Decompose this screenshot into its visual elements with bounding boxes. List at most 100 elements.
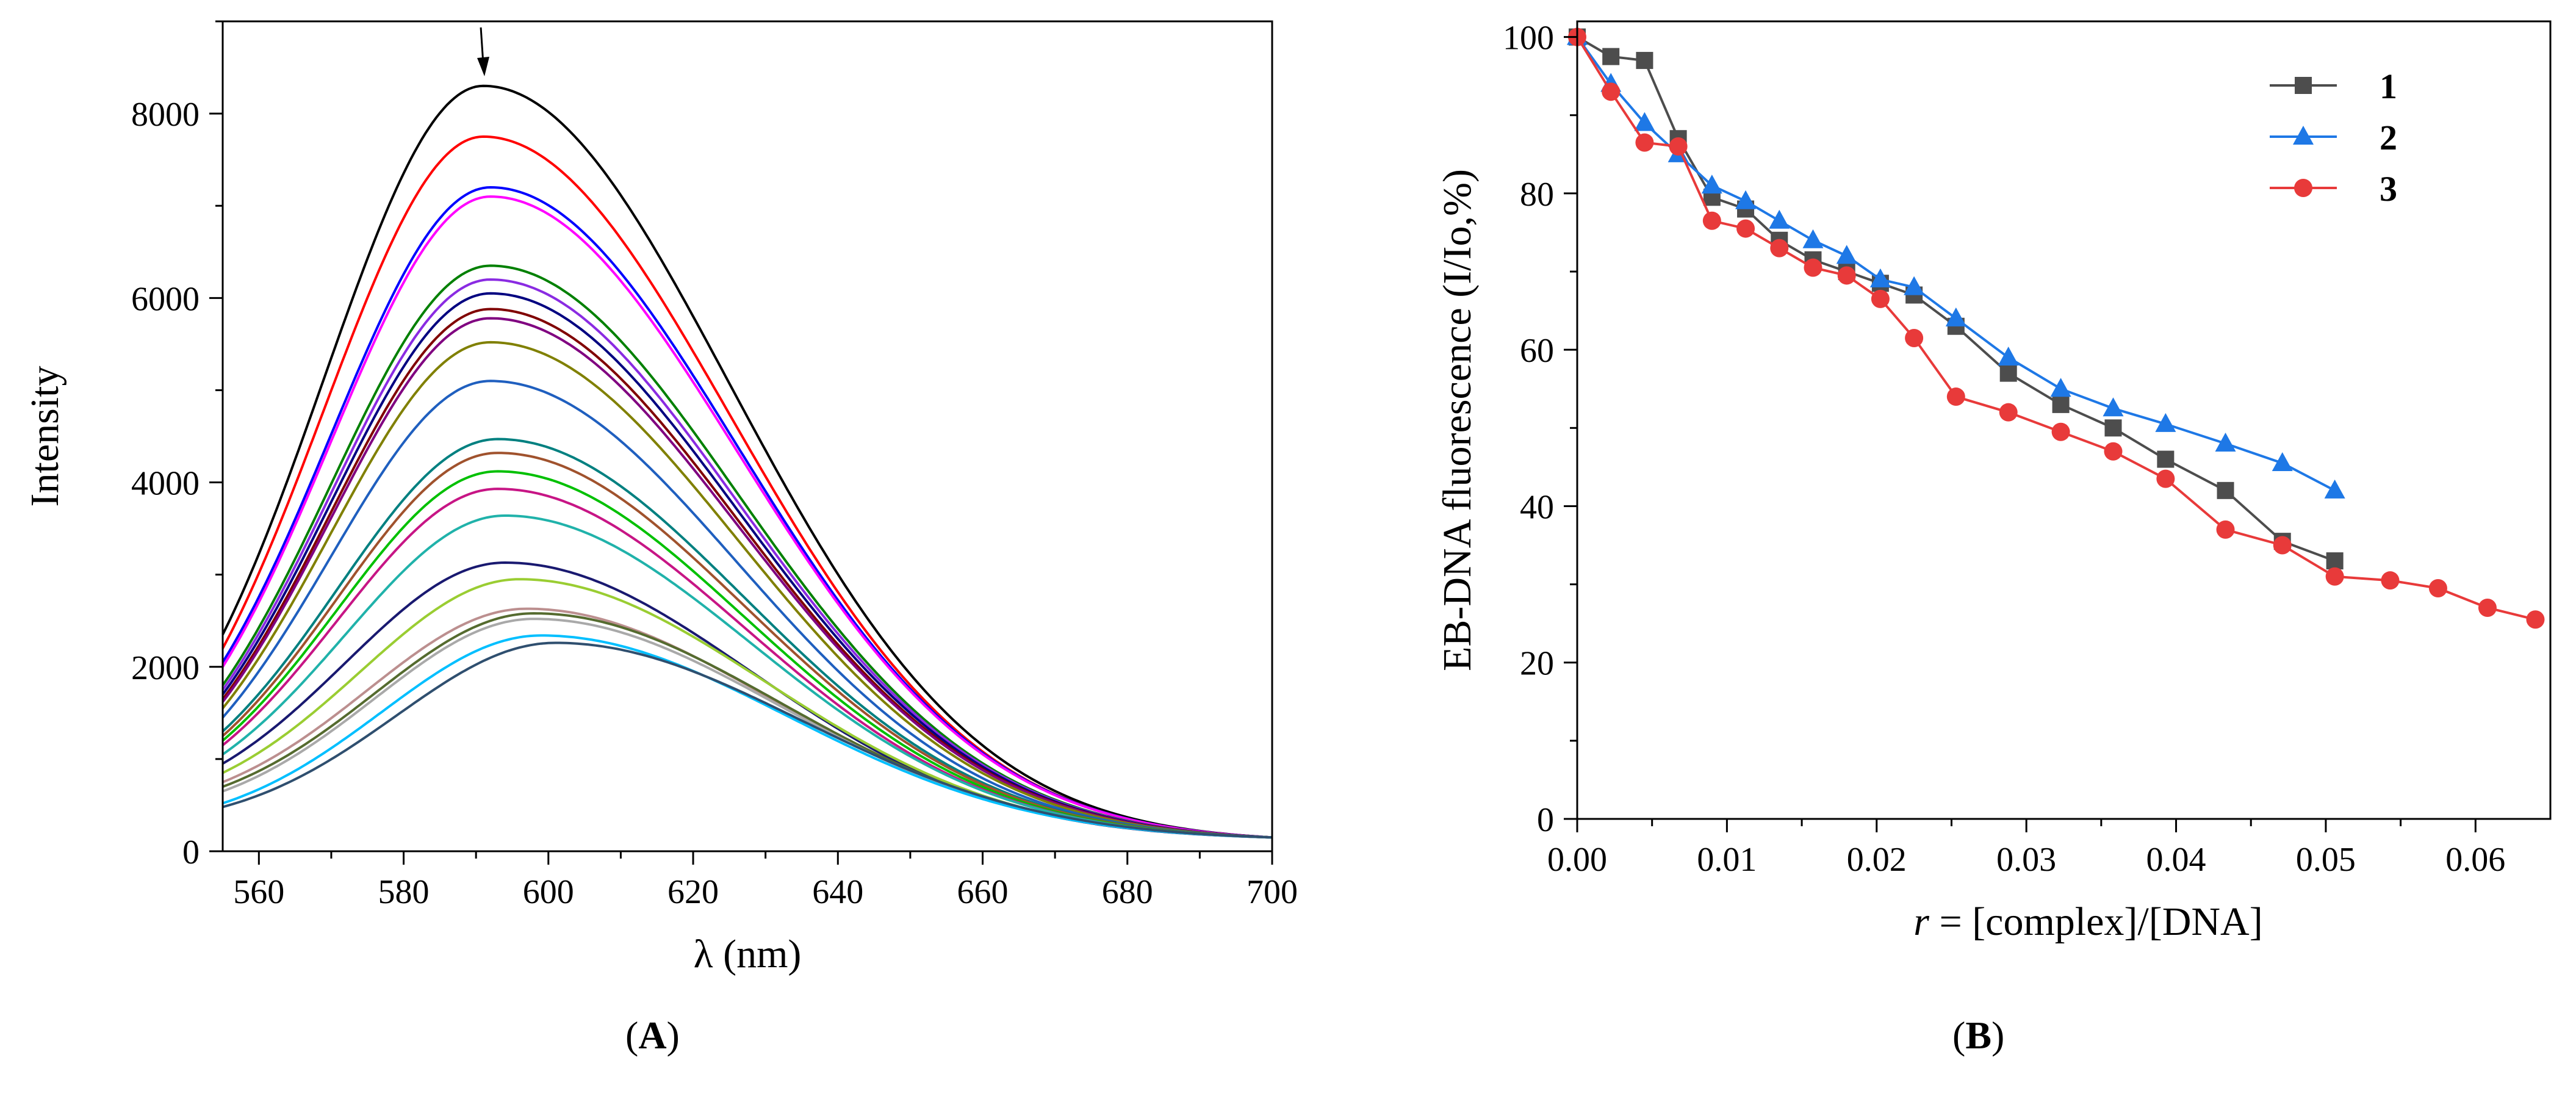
- x-tick-label-a: 680: [1102, 873, 1153, 911]
- spectrum-curve-2: [221, 135, 1273, 839]
- y-tick-label-a: 0: [182, 834, 200, 871]
- x-axis-label-a: λ (nm): [694, 932, 802, 976]
- spectrum-curve-3: [221, 186, 1273, 839]
- series-1-point: [2157, 450, 2175, 468]
- y-tick-label-b: 100: [1503, 20, 1554, 57]
- panel-b-chart: 0.00 0.01 0.02 0.03 0.04 0.05 0.06 0 20 40 60 80 100…: [1435, 20, 2552, 944]
- series-2-point: [1634, 112, 1655, 131]
- panel-a-chart: 560 580 600 620 640 660 680 700 0 2000 4000 6000 800…: [23, 20, 1298, 976]
- spectrum-curve-4: [221, 195, 1273, 839]
- spectrum-curve-20: [222, 612, 1273, 839]
- series-2-point: [1904, 276, 1925, 295]
- series-3-point: [1871, 289, 1890, 308]
- legend-marker-3: [2294, 179, 2312, 197]
- x-tick-label-b: 0.05: [2296, 841, 2356, 879]
- series-2-point: [1701, 175, 1722, 194]
- spectrum-curve-10: [221, 341, 1273, 839]
- series-3-point: [2526, 610, 2545, 629]
- series-2-point: [2050, 378, 2071, 397]
- panel-b-frame: [1576, 20, 2552, 820]
- series-3-point: [1602, 82, 1621, 101]
- spectrum-curve-7: [221, 292, 1273, 839]
- spectrum-curve-17: [221, 561, 1273, 839]
- x-tick-label-b: 0.00: [1547, 841, 1607, 879]
- spectrum-curve-23: [222, 641, 1273, 839]
- series-3-point: [1837, 266, 1856, 285]
- y-axis-label-a: Intensity: [23, 366, 67, 507]
- y-tick-label-a: 8000: [131, 96, 200, 134]
- series-1-point: [1999, 364, 2017, 382]
- x-tick-label-b: 0.04: [2146, 841, 2206, 879]
- series-3-point: [2156, 469, 2175, 488]
- y-tick-label-b: 20: [1520, 645, 1554, 683]
- spectrum-curve-22: [222, 634, 1273, 839]
- x-tick-label-b: 0.02: [1847, 841, 1907, 879]
- series-3-point: [1999, 403, 2018, 422]
- series-3-point: [2428, 578, 2447, 597]
- y-tick-label-b: 60: [1520, 332, 1554, 370]
- series-3-point: [1702, 211, 1721, 230]
- spectrum-curve-12: [221, 438, 1273, 839]
- x-tick-label-a: 700: [1247, 873, 1298, 911]
- x-axis-label-b-italic: r: [1913, 899, 1929, 944]
- series-2-point: [2324, 479, 2345, 499]
- legend-marker-2: [2293, 126, 2314, 145]
- y-tick-label-a: 2000: [131, 649, 200, 687]
- spectrum-curve-6: [221, 278, 1273, 839]
- x-tick-label-a: 660: [957, 873, 1009, 911]
- series-2-point: [1769, 209, 1790, 229]
- y-tick-label-b: 80: [1520, 176, 1554, 214]
- series-3-point: [1669, 137, 1688, 156]
- series-3-point: [1736, 219, 1755, 238]
- series-3-point: [2325, 567, 2344, 586]
- legend-label-2: 2: [2380, 118, 2397, 157]
- y-tick-label-a: 4000: [131, 465, 200, 503]
- series-1-point: [2104, 419, 2122, 437]
- x-tick-label-a: 560: [233, 873, 284, 911]
- series-3-point: [1804, 258, 1822, 277]
- series-3-point: [2051, 422, 2070, 441]
- legend-label-3: 3: [2380, 169, 2397, 209]
- y-axis-label-b: EB-DNA fluorescence (I/Io,%): [1435, 169, 1480, 671]
- series-2-point: [1945, 307, 1966, 326]
- series-3-point: [1946, 387, 1965, 406]
- panel-a-label: (A): [625, 1014, 680, 1057]
- series-3-point: [1770, 239, 1789, 258]
- series-1-point: [2217, 481, 2234, 499]
- x-tick-label-a: 600: [523, 873, 574, 911]
- series-2-line: [1576, 36, 2336, 492]
- legend-marker-1: [2295, 77, 2312, 94]
- y-tick-label-a: 6000: [131, 280, 200, 318]
- spectrum-curve-18: [222, 578, 1273, 839]
- series-2-point: [2155, 413, 2176, 432]
- spectrum-curve-16: [221, 514, 1273, 839]
- series-3-point: [2273, 536, 2292, 555]
- series-3-point: [2216, 520, 2235, 539]
- legend-label-1: 1: [2380, 67, 2397, 106]
- y-tick-label-b: 40: [1520, 488, 1554, 526]
- series-2-point: [1869, 268, 1891, 287]
- series-3-point: [1905, 328, 1924, 347]
- x-axis-label-b-rest: = [complex]/[DNA]: [1929, 899, 2263, 944]
- series-3-point: [2104, 442, 2123, 461]
- x-axis-label-b: r = [complex]/[DNA]: [1913, 899, 2262, 944]
- series-1-point: [1636, 52, 1653, 70]
- x-tick-label-a: 640: [812, 873, 863, 911]
- spectrum-curve-19: [222, 607, 1273, 839]
- series-2-point: [1735, 190, 1757, 209]
- series-2-point: [2103, 397, 2124, 417]
- series-2-point: [1998, 346, 2019, 366]
- x-tick-label-a: 620: [667, 873, 719, 911]
- spectrum-curve-1: [221, 84, 1273, 839]
- x-tick-label-b: 0.06: [2445, 841, 2505, 879]
- x-tick-label-b: 0.03: [1996, 841, 2056, 879]
- series-1-point: [2326, 552, 2344, 570]
- panel-b-label: (B): [1952, 1014, 2005, 1057]
- spectrum-curve-13: [221, 452, 1273, 839]
- x-tick-label-b: 0.01: [1697, 841, 1757, 879]
- series-2-point: [2215, 432, 2236, 452]
- x-tick-label-a: 580: [378, 873, 430, 911]
- series-1-point: [1602, 48, 1620, 65]
